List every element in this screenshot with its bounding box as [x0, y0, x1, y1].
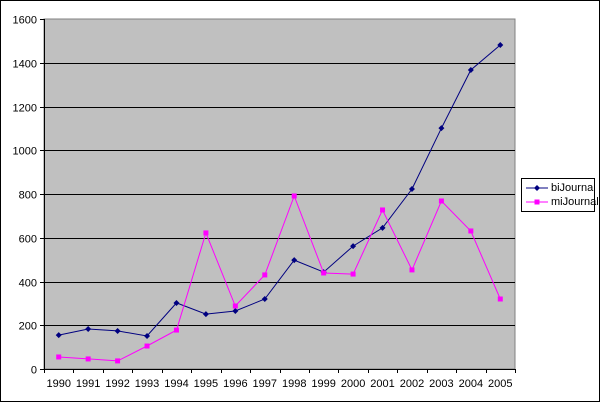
- data-point-marker: [144, 343, 150, 349]
- data-point-marker: [203, 230, 209, 236]
- data-point-marker: [173, 327, 179, 333]
- gridlines: [44, 63, 515, 326]
- data-point-marker: [232, 303, 238, 309]
- data-point-marker: [379, 224, 386, 231]
- data-point-marker: [55, 332, 62, 339]
- y-tick-label: 800: [19, 190, 37, 202]
- data-point-marker: [173, 299, 180, 306]
- series-mijournal: [56, 193, 503, 364]
- x-tick-label: 1993: [135, 378, 159, 390]
- x-tick-label: 2000: [341, 378, 365, 390]
- data-point-marker: [262, 272, 268, 278]
- y-tick-label: 1400: [13, 59, 37, 71]
- x-tick-label: 1994: [164, 378, 188, 390]
- data-point-marker: [85, 325, 92, 332]
- data-point-marker: [467, 66, 474, 73]
- x-tick-label: 1998: [282, 378, 306, 390]
- y-tick-label: 200: [19, 321, 37, 333]
- legend-label: biJournal: [551, 182, 596, 194]
- legend: biJournal miJournal: [521, 178, 599, 212]
- data-point-marker: [291, 257, 298, 264]
- diamond-marker-icon: [526, 185, 548, 191]
- x-axis: 1990 1991 1992 1993 1994 1995 1996 1997 1998 1999…: [44, 369, 516, 390]
- legend-item-bijournal: biJournal: [526, 181, 596, 195]
- x-tick-label: 2003: [429, 378, 453, 390]
- x-tick-label: 1990: [46, 378, 70, 390]
- data-point-marker: [144, 332, 151, 339]
- y-tick-label: 1000: [13, 146, 37, 158]
- y-tick-label: 1200: [13, 103, 37, 115]
- data-point-marker: [409, 267, 415, 273]
- y-tick-label: 600: [19, 234, 37, 246]
- x-tick-label: 2001: [370, 378, 394, 390]
- data-point-marker: [115, 358, 121, 364]
- x-tick-label: 1995: [194, 378, 218, 390]
- y-tick-label: 400: [19, 278, 37, 290]
- data-point-marker: [261, 296, 268, 302]
- data-point-marker: [85, 356, 91, 362]
- data-point-marker: [350, 243, 357, 250]
- data-point-marker: [438, 125, 445, 132]
- data-point-marker: [202, 311, 209, 318]
- square-marker-icon: [526, 199, 548, 205]
- data-point-marker: [321, 270, 327, 276]
- data-point-marker: [497, 296, 503, 302]
- y-tick-label: 1600: [13, 15, 37, 27]
- data-point-marker: [408, 185, 415, 192]
- x-tick-label: 1997: [253, 378, 277, 390]
- data-point-marker: [232, 308, 239, 315]
- data-point-marker: [468, 228, 474, 234]
- y-axis: 0 200 400 600 800 1000 1200 1400 1600: [13, 15, 45, 377]
- data-point-marker: [114, 327, 121, 334]
- x-tick-label: 2004: [459, 378, 483, 390]
- x-tick-label: 2005: [488, 378, 512, 390]
- data-point-marker: [56, 354, 62, 360]
- legend-item-mijournal: miJournal: [526, 195, 599, 209]
- data-point-marker: [497, 42, 504, 49]
- legend-label: miJournal: [551, 196, 599, 208]
- x-tick-label: 1996: [223, 378, 247, 390]
- y-tick-label: 0: [31, 365, 37, 377]
- x-tick-label: 1992: [105, 378, 129, 390]
- x-tick-label: 1991: [76, 378, 100, 390]
- data-point-marker: [350, 271, 356, 277]
- x-tick-label: 2002: [400, 378, 424, 390]
- data-point-marker: [291, 193, 297, 199]
- data-point-marker: [380, 207, 386, 213]
- series-lines: [55, 42, 504, 364]
- x-tick-label: 1999: [311, 378, 335, 390]
- data-point-marker: [438, 198, 444, 204]
